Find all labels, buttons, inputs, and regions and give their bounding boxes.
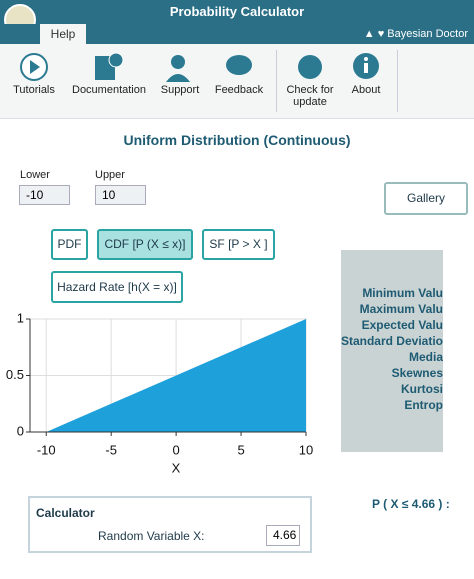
stat-label: Skewnes <box>391 366 443 380</box>
ribbon-button[interactable]: Feedback <box>214 84 264 96</box>
chart: X -10 -5 0 5 10 0 0.5 1 <box>6 310 313 475</box>
x-tick-label: 0 <box>173 442 180 457</box>
stat-label: Kurtosi <box>401 382 443 396</box>
random-variable-label: Random Variable X: <box>98 529 205 543</box>
cdf-button[interactable]: CDF [P (X ≤ x)] <box>97 229 193 260</box>
stat-label: Expected Valu <box>361 318 443 332</box>
stat-label: Minimum Valu <box>362 286 443 300</box>
x-tick-label: 10 <box>299 442 313 457</box>
separator <box>397 50 398 112</box>
stat-label: Maximum Valu <box>359 302 443 316</box>
lower-label: Lower <box>20 169 50 181</box>
stat-label: Entrop <box>404 398 443 412</box>
calculator-title: Calculator <box>36 506 95 520</box>
upper-input[interactable]: 10 <box>95 185 146 205</box>
ribbon-button[interactable]: Documentation <box>72 84 146 96</box>
result-label: P ( X ≤ 4.66 ) : <box>372 497 450 511</box>
sf-button[interactable]: SF [P > X ] <box>202 229 275 260</box>
lower-input[interactable]: -10 <box>19 185 70 205</box>
separator <box>276 50 277 112</box>
hazard-button[interactable]: Hazard Rate [h(X = x)] <box>51 271 183 303</box>
stat-label: Media <box>408 350 443 364</box>
ribbon-button[interactable]: About <box>351 84 381 96</box>
ribbon-icons <box>20 52 379 82</box>
y-tick-label: 0.5 <box>6 367 24 382</box>
help-tab[interactable]: Help <box>40 24 86 44</box>
upper-label: Upper <box>95 169 125 181</box>
x-axis-label: X <box>172 460 181 475</box>
y-tick-label: 0 <box>17 423 24 438</box>
gallery-button[interactable]: Gallery <box>384 182 468 215</box>
x-tick-label: 5 <box>237 442 244 457</box>
area <box>46 319 307 432</box>
calculator-group <box>28 496 312 553</box>
stat-label: Standard Deviatio <box>341 334 443 348</box>
x-tick-label: -5 <box>105 442 117 457</box>
title-bar: Probability Calculator <box>0 0 474 24</box>
pdf-button[interactable]: PDF <box>51 229 88 260</box>
x-tick-label: -10 <box>37 442 56 457</box>
window-title: Probability Calculator <box>169 4 305 19</box>
stats-panel: Minimum Valu Maximum Valu Expected Valu Sta… <box>341 250 443 452</box>
ribbon-button[interactable]: Check for update <box>286 84 334 108</box>
random-variable-input[interactable]: 4.66 <box>266 525 300 546</box>
y-tick-label: 1 <box>17 310 24 325</box>
heading: Uniform Distribution (Continuous) <box>123 132 351 148</box>
brand-name: Bayesian Doctor <box>387 28 468 40</box>
tab-row <box>0 24 474 44</box>
brand[interactable]: ▲ ♥ Bayesian Doctor <box>363 28 468 40</box>
ribbon-button[interactable]: Tutorials <box>13 84 55 96</box>
ribbon-button[interactable]: Support <box>160 84 200 96</box>
